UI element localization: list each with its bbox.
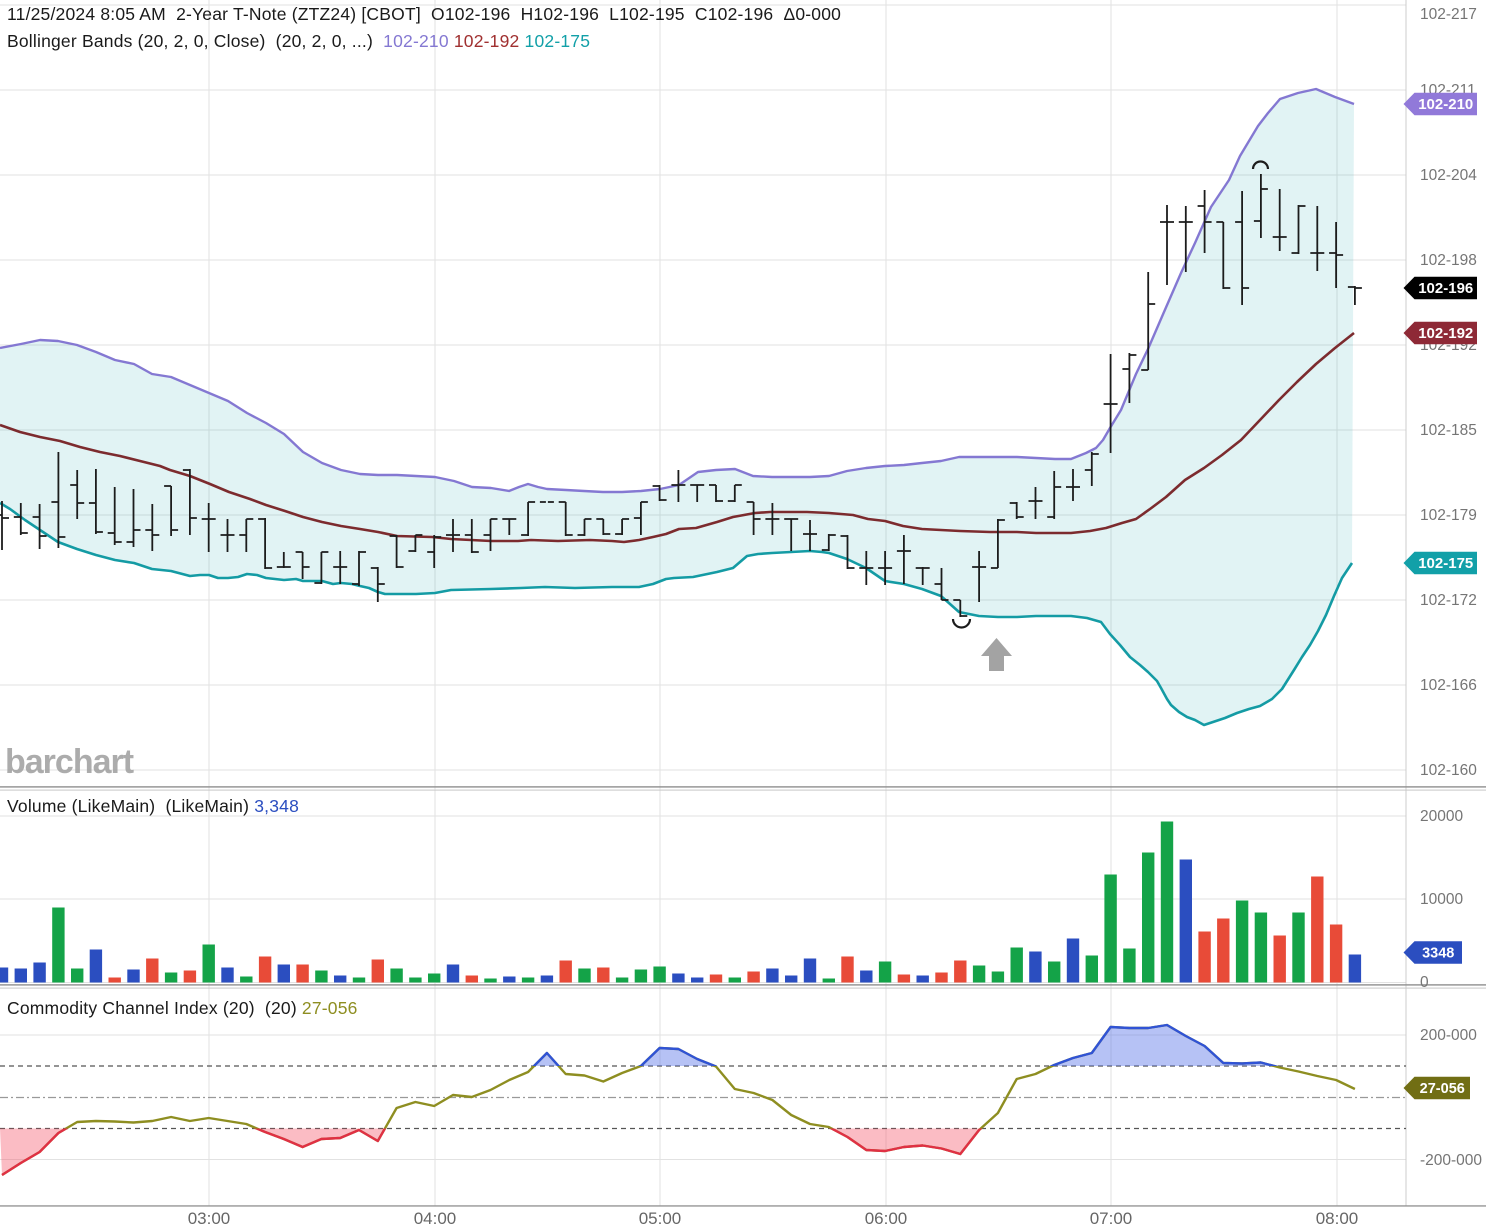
- svg-text:08:00: 08:00: [1316, 1209, 1359, 1226]
- svg-text:102-172: 102-172: [1420, 592, 1477, 609]
- svg-text:102-185: 102-185: [1420, 422, 1477, 439]
- svg-text:05:00: 05:00: [639, 1209, 682, 1226]
- svg-text:102-166: 102-166: [1420, 677, 1477, 694]
- svg-text:07:00: 07:00: [1090, 1209, 1133, 1226]
- svg-text:200-000: 200-000: [1420, 1027, 1477, 1044]
- svg-text:Commodity Channel Index (20): Commodity Channel Index (20) (20) 27-056: [7, 998, 358, 1018]
- svg-text:27-056: 27-056: [1420, 1081, 1465, 1097]
- svg-text:10000: 10000: [1420, 891, 1463, 908]
- svg-text:-200-000: -200-000: [1420, 1152, 1482, 1169]
- svg-text:102-175: 102-175: [1418, 555, 1473, 572]
- svg-text:06:00: 06:00: [865, 1209, 908, 1226]
- svg-text:102-179: 102-179: [1420, 507, 1477, 524]
- svg-text:04:00: 04:00: [414, 1209, 457, 1226]
- svg-text:03:00: 03:00: [188, 1209, 231, 1226]
- svg-text:102-204: 102-204: [1420, 167, 1477, 184]
- svg-text:Bollinger Bands (20, 2, 0, Clo: Bollinger Bands (20, 2, 0, Close) (20, 2…: [7, 31, 590, 51]
- svg-text:0: 0: [1420, 974, 1429, 991]
- svg-text:102-160: 102-160: [1420, 762, 1477, 779]
- svg-text:102-217: 102-217: [1420, 6, 1477, 23]
- svg-text:Volume (LikeMain) (LikeMain): Volume (LikeMain) (LikeMain) 3,348: [7, 796, 299, 816]
- svg-text:102-198: 102-198: [1420, 252, 1477, 269]
- svg-text:102-196: 102-196: [1418, 280, 1473, 297]
- svg-text:11/25/2024 8:05 AM 2-Year T-N: 11/25/2024 8:05 AM 2-Year T-Note (ZTZ24)…: [7, 4, 841, 24]
- svg-text:20000: 20000: [1420, 808, 1463, 825]
- svg-text:102-210: 102-210: [1418, 96, 1473, 113]
- svg-text:3348: 3348: [1422, 946, 1454, 962]
- svg-text:102-192: 102-192: [1418, 325, 1473, 342]
- svg-text:barchart: barchart: [5, 743, 134, 781]
